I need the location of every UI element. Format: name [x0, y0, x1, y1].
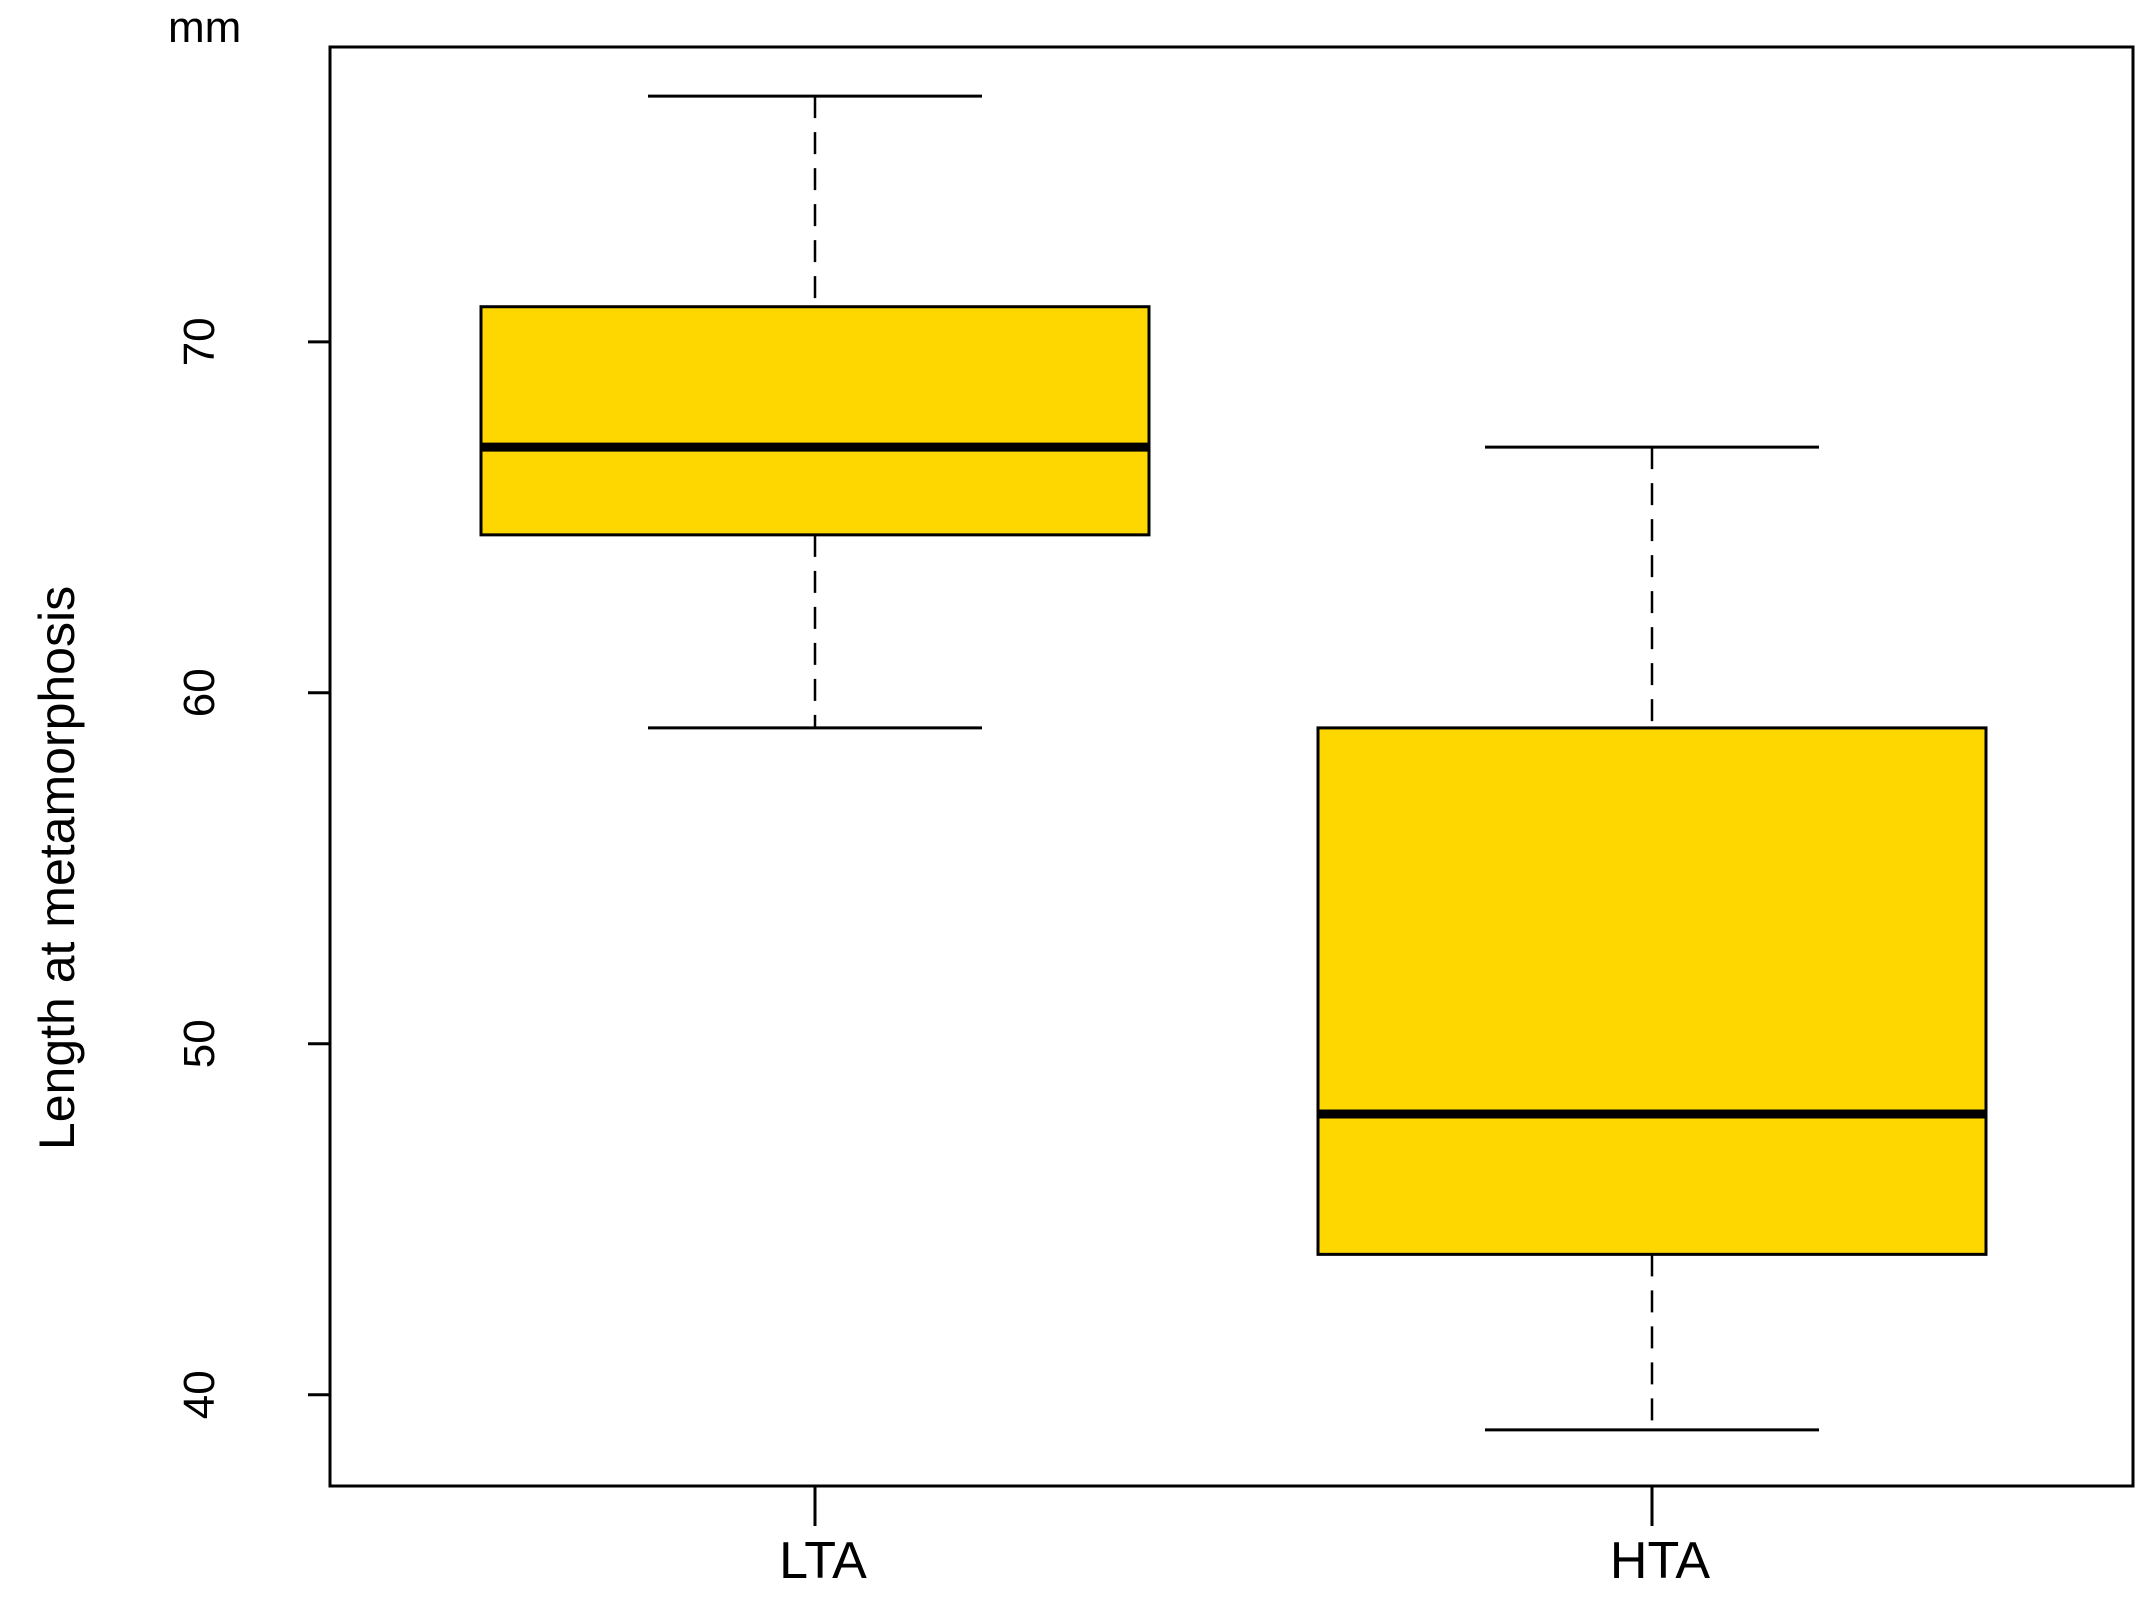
plot-area-frame — [328, 45, 2135, 1488]
box-series — [479, 94, 1988, 1432]
interquartile-box — [1316, 726, 1988, 1256]
y-tick-label: 50 — [175, 1019, 224, 1068]
y-axis-title: Length at metamorphosis — [29, 586, 85, 1150]
y-unit-label: mm — [168, 3, 241, 52]
interquartile-box — [479, 305, 1151, 537]
x-axis: LTA HTA — [779, 1486, 1710, 1590]
y-axis: 40 50 60 70 — [175, 317, 330, 1419]
x-tick-label: LTA — [779, 1532, 867, 1590]
box-hta — [1316, 445, 1988, 1432]
y-tick-label: 60 — [175, 668, 224, 717]
y-tick-label: 70 — [175, 317, 224, 366]
x-tick-label: HTA — [1610, 1532, 1710, 1590]
y-tick-label: 40 — [175, 1370, 224, 1419]
box-lta — [479, 94, 1151, 730]
